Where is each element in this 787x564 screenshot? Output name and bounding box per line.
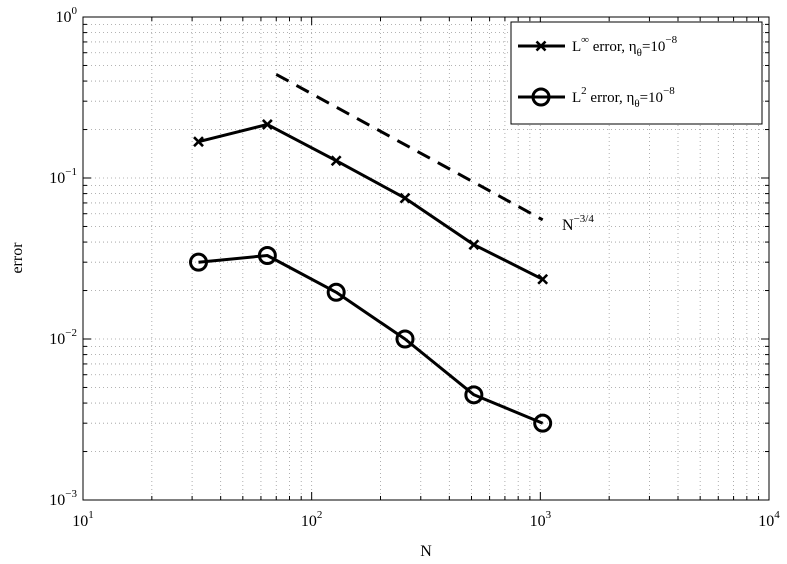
data-point-circle <box>464 385 484 405</box>
data-point-x <box>330 155 342 167</box>
legend-l2-sub: θ <box>634 98 639 110</box>
series-layer <box>189 119 553 433</box>
ref-line-label-exp: −3/4 <box>574 213 595 225</box>
series-line-1 <box>198 254 544 425</box>
y-tick-label: 10−2 <box>49 327 77 348</box>
axis-ticks <box>82 17 769 501</box>
series-line-0 <box>198 123 544 281</box>
data-point-x <box>193 136 204 148</box>
data-point-circle <box>395 329 415 349</box>
x-tick-label: 101 <box>72 509 94 530</box>
y-axis-label: error <box>9 242 26 274</box>
x-tick-label: 104 <box>758 509 780 530</box>
x-axis-label: N <box>420 543 432 560</box>
legend-linf-exp: −8 <box>665 34 677 46</box>
x-tick-label: 103 <box>530 509 552 530</box>
legend-linf-base: L <box>572 39 581 55</box>
legend-label-l2: L2 error, ηθ=10−8 <box>572 85 675 110</box>
legend-l2-mid: error, η <box>587 90 635 106</box>
data-point-x <box>537 273 549 285</box>
legend-l2-exp: −8 <box>663 85 675 97</box>
y-tick-label: 100 <box>56 5 78 26</box>
x-tick-label: 102 <box>301 509 323 530</box>
ref-line-label: N−3/4 <box>562 213 594 234</box>
legend-marker-o <box>531 87 551 107</box>
legend-linf-mid: error, η <box>589 39 637 55</box>
legend-l2-base: L <box>572 90 581 106</box>
legend-linf-eq: =10 <box>642 39 665 55</box>
legend-box <box>510 21 763 125</box>
legend: L∞ error, ηθ=10−8 L2 error, ηθ=10−8 <box>510 21 763 125</box>
legend-l2-eq: =10 <box>640 90 663 106</box>
data-point-x <box>468 239 480 251</box>
plot-frame <box>82 16 770 501</box>
ref-line-label-base: N <box>562 217 574 234</box>
y-tick-label: 10−1 <box>49 166 77 187</box>
legend-marker-x <box>535 40 547 52</box>
legend-label-linf: L∞ error, ηθ=10−8 <box>572 34 678 59</box>
data-point-x <box>261 119 273 130</box>
y-tick-label: 10−3 <box>49 488 77 509</box>
legend-linf-sub: θ <box>637 47 642 59</box>
data-point-circle <box>326 282 346 302</box>
reference-line <box>275 73 544 222</box>
data-point-circle <box>257 246 277 266</box>
reference-line-layer <box>275 73 544 222</box>
data-point-x <box>399 192 411 204</box>
legend-l2-sup: 2 <box>581 85 587 97</box>
data-point-circle <box>189 252 209 272</box>
legend-linf-sup: ∞ <box>581 34 589 46</box>
data-point-circle <box>533 413 553 433</box>
